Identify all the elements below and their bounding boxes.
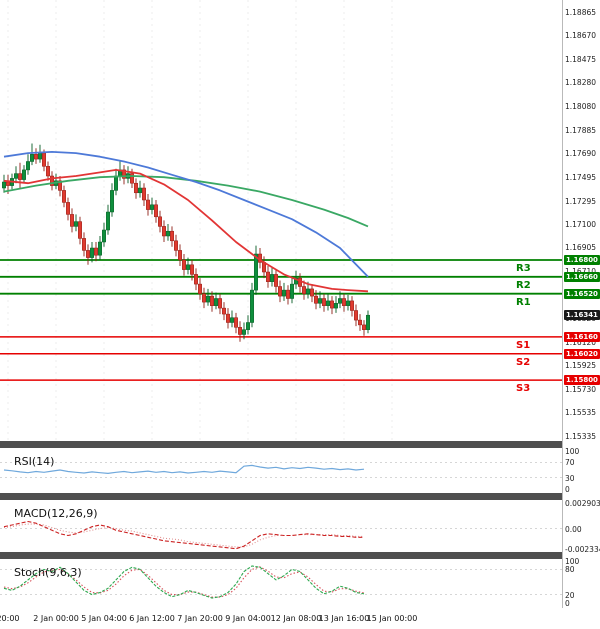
stoch-axis-tick: 0 [565,599,570,608]
price-axis: 1.18865 1.18670 1.18475 1.18280 1.18080 1.178… [562,0,600,629]
macd-label: MACD(12,26,9) [14,507,98,520]
price-tick: 1.16120 [565,337,597,347]
rsi-axis-tick: 30 [565,473,575,483]
rsi-chart-canvas [0,461,562,479]
time-axis-label: 5 Jan 04:00 [81,614,127,623]
resistance-price-tag: 1.16800 [564,255,600,265]
time-axis: 20:00 2 Jan 00:005 Jan 04:006 Jan 12:007 … [0,608,600,629]
current-price-tag: 1.16341 [564,310,600,321]
rsi-label: RSI(14) [14,455,55,468]
level-label-r2: R2 [516,279,531,291]
time-axis-label: 13 Jan 16:00 [318,614,370,623]
macd-axis-tick: 0.002903 [565,499,600,508]
macd-panel: MACD(12,26,9) [0,500,562,552]
rsi-axis-tick: 70 [565,458,575,468]
price-tick: 1.17495 [565,172,597,182]
level-label-s3: S3 [516,383,531,395]
time-axis-label: 12 Jan 08:00 [270,614,322,623]
price-panel: R3 R2 R1 S1 S2 S3 [0,0,562,441]
stoch-chart-canvas [0,565,562,599]
price-tick: 1.18475 [565,54,597,64]
time-axis-label: 6 Jan 12:00 [129,614,175,623]
price-tick: 1.17885 [565,125,597,135]
stoch-axis-tick: 20 [565,590,575,600]
price-tick: 1.18865 [565,8,597,17]
price-tick: 1.18670 [565,31,597,41]
time-axis-label: 15 Jan 00:00 [366,614,418,623]
support-price-tag: 1.16020 [564,348,600,359]
rsi-axis-tick: 100 [565,447,580,456]
macd-axis-tick: -0.002334 [565,545,600,554]
resistance-price-tag: 1.16520 [564,288,600,299]
price-tick: 1.15925 [565,361,597,371]
candlestick-chart-canvas [0,0,562,441]
stoch-label: Stoch(9,6,3) [14,566,82,579]
rsi-panel: RSI(14) [0,448,562,493]
panel-separator-2 [0,493,562,500]
resistance-price-tag: 1.16660 [564,271,600,282]
level-label-r1: R1 [516,296,531,308]
stoch-axis-tick: 100 [565,557,580,566]
stoch-axis-tick: 80 [565,565,575,575]
price-tick: 1.15730 [565,384,597,394]
time-axis-label: 9 Jan 04:00 [225,614,271,623]
price-tick: 1.16710 [565,267,596,276]
price-tick: 1.17690 [565,149,597,159]
level-label-s2: S2 [516,356,531,368]
level-label-r3: R3 [516,263,531,274]
rsi-axis-tick: 0 [565,485,570,494]
price-tick: 1.18280 [565,78,597,88]
macd-chart-canvas [0,520,562,550]
price-tick: 1.15535 [565,408,597,417]
price-tick: 1.18080 [565,102,597,112]
stoch-panel: Stoch(9,6,3) [0,559,562,608]
macd-axis-tick: 0.00 [565,524,582,534]
price-tick: 1.16905 [565,243,597,253]
price-tick: 1.17295 [565,196,597,206]
level-label-s1: S1 [516,339,531,351]
panel-separator-1 [0,441,562,448]
time-axis-label: 2 Jan 00:00 [33,614,79,623]
time-axis-label: 20:00 [0,614,20,623]
panel-separator-3 [0,552,562,559]
price-tick: 1.17100 [565,220,597,229]
support-price-tag: 1.15800 [564,375,600,386]
support-price-tag: 1.16160 [564,331,600,342]
price-tick: 1.15335 [565,432,597,441]
time-axis-label: 7 Jan 20:00 [177,614,223,623]
